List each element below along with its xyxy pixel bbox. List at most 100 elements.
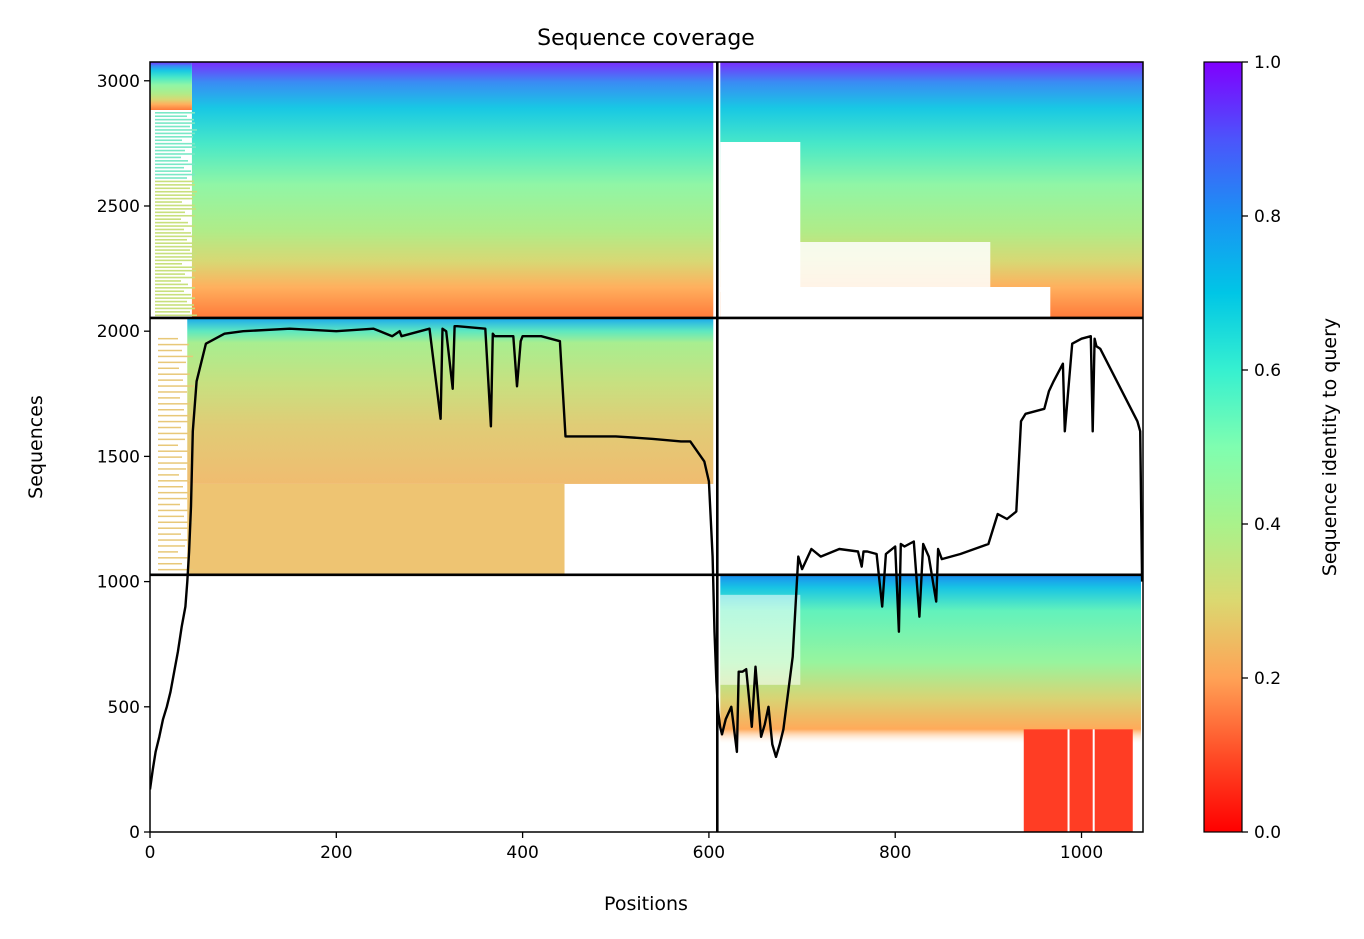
row-stripe	[158, 438, 185, 441]
row-stripe	[158, 503, 180, 506]
row-stripe	[158, 491, 194, 494]
x-tick-label: 800	[879, 843, 911, 863]
row-stripe	[155, 228, 184, 231]
row-stripe	[155, 146, 196, 148]
row-stripe	[155, 314, 197, 317]
row-stripe	[158, 562, 182, 565]
row-stripe	[158, 456, 182, 458]
row-stripe	[158, 568, 193, 571]
row-stripe	[155, 184, 195, 186]
row-stripe	[155, 232, 191, 234]
colorbar-tick-label: 0.6	[1254, 361, 1281, 381]
row-stripe	[155, 112, 195, 114]
row-stripe	[155, 290, 184, 293]
gap-region	[720, 594, 801, 685]
row-stripe	[155, 235, 195, 238]
row-stripe	[158, 521, 195, 524]
row-stripe	[155, 283, 188, 286]
row-stripe	[155, 297, 195, 299]
row-stripe	[155, 280, 181, 282]
row-stripe	[158, 515, 184, 518]
row-stripe	[155, 166, 184, 169]
colorbar-label: Sequence identity to query	[1319, 318, 1341, 576]
row-stripe	[158, 361, 186, 364]
x-axis: 0 200 400 600 800 1000	[145, 832, 1103, 863]
block-top-right	[720, 62, 1143, 318]
row-stripe	[155, 300, 187, 303]
row-stripe	[158, 379, 183, 381]
row-stripe	[155, 269, 196, 272]
x-tick-label: 400	[506, 843, 538, 863]
row-stripe	[158, 480, 190, 482]
row-stripe	[155, 273, 185, 275]
row-stripe	[155, 214, 195, 217]
block-middle-left-lower	[187, 483, 565, 575]
x-tick-label: 200	[320, 843, 352, 863]
row-stripe	[158, 468, 186, 470]
row-stripe	[158, 408, 184, 411]
row-stripe	[155, 139, 182, 142]
gap-column	[1092, 729, 1095, 832]
y-tick-label: 1000	[97, 573, 140, 593]
row-stripe	[158, 349, 182, 352]
colorbar-tick-label: 0.0	[1254, 823, 1281, 843]
row-stripe	[158, 539, 192, 541]
row-stripe	[158, 432, 192, 435]
row-stripe	[158, 337, 178, 340]
row-stripe	[155, 204, 195, 207]
row-stripe	[155, 259, 193, 262]
coverage-heatmap	[150, 62, 1143, 832]
row-stripe	[155, 136, 193, 138]
row-stripe	[155, 129, 197, 131]
row-stripe	[155, 170, 191, 172]
block-top-left-fill	[191, 62, 714, 318]
gap-region	[720, 287, 1051, 317]
row-stripe	[155, 263, 182, 265]
row-stripe	[155, 125, 190, 128]
y-tick-label: 0	[129, 823, 140, 843]
row-stripe	[155, 190, 197, 193]
row-stripe	[158, 497, 187, 500]
row-stripe	[155, 276, 195, 279]
row-stripe	[155, 173, 195, 176]
row-stripe	[155, 180, 194, 183]
row-stripe	[155, 242, 194, 245]
row-stripe	[155, 142, 195, 145]
x-tick-label: 600	[693, 843, 725, 863]
y-tick-label: 2500	[97, 197, 140, 217]
row-stripe	[155, 252, 197, 255]
row-stripe	[158, 420, 188, 423]
row-stripe	[155, 238, 187, 241]
row-stripe	[155, 256, 195, 258]
y-tick-label: 1500	[97, 447, 140, 467]
row-stripe	[158, 474, 179, 476]
row-stripe	[155, 211, 185, 214]
row-stripe	[155, 149, 185, 152]
row-stripe	[155, 249, 190, 251]
row-stripe	[158, 509, 191, 512]
row-stripe	[158, 444, 178, 447]
row-stripe	[155, 187, 190, 190]
low-identity-patch	[1023, 729, 1133, 832]
colorbar-ticks: 0.0 0.2 0.4 0.6 0.8 1.0	[1242, 53, 1281, 843]
row-stripe	[158, 343, 189, 346]
y-axis-label: Sequences	[25, 395, 47, 499]
plot-frame	[149, 61, 1144, 833]
x-tick-label: 0	[145, 843, 156, 863]
row-stripe	[158, 462, 193, 464]
row-stripe	[155, 160, 188, 162]
row-stripe	[155, 225, 195, 227]
row-stripe	[155, 307, 195, 310]
y-tick-label: 2000	[97, 322, 140, 342]
row-stripe	[158, 397, 180, 399]
row-stripe	[155, 221, 188, 224]
x-axis-label: Positions	[604, 893, 688, 915]
chart-title: Sequence coverage	[537, 26, 755, 51]
colorbar-tick-label: 1.0	[1254, 53, 1281, 73]
row-stripe	[155, 122, 195, 124]
row-stripe	[155, 194, 195, 196]
row-stripe	[158, 557, 189, 559]
row-stripe	[158, 403, 191, 405]
colorbar-tick-label: 0.2	[1254, 669, 1281, 689]
row-stripe	[158, 485, 183, 488]
